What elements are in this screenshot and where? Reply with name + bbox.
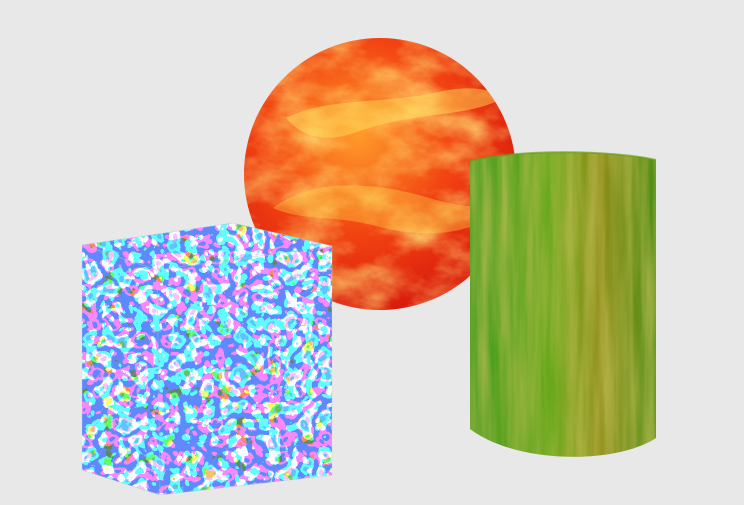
cylinder-striped-texture (470, 152, 656, 457)
cube-edges (81, 222, 333, 496)
sphere-highlight-wisp (286, 88, 505, 138)
sphere-lower-wisp (273, 185, 509, 234)
textured-cylinder[interactable] (469, 150, 657, 465)
cylinder-top-rim (469, 151, 657, 162)
cube-left-face-texture (82, 245, 160, 495)
cube-right-face-texture (157, 246, 332, 495)
textured-cube[interactable] (81, 222, 334, 497)
